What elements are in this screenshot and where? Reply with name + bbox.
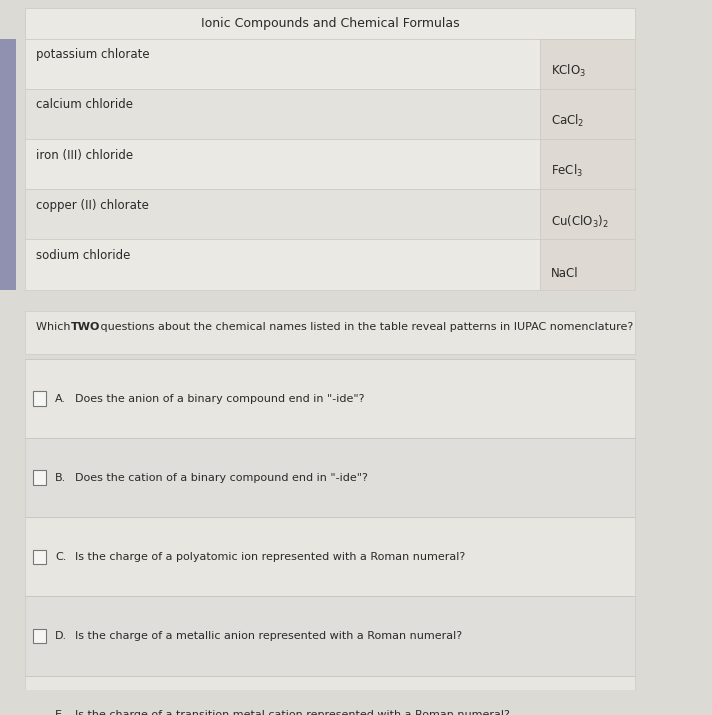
Text: FeCl$_3$: FeCl$_3$ (551, 164, 583, 179)
Bar (540, 189, 635, 240)
Bar (540, 240, 635, 290)
Bar (33, 550, 46, 564)
Bar (26, 596, 635, 676)
Bar (26, 359, 635, 438)
Text: KClO$_3$: KClO$_3$ (551, 63, 586, 79)
Text: E.: E. (56, 710, 66, 715)
Bar (540, 39, 635, 89)
Text: CaCl$_2$: CaCl$_2$ (551, 113, 585, 129)
Bar (0, 39, 16, 290)
Text: Is the charge of a transition metal cation represented with a Roman numeral?: Is the charge of a transition metal cati… (75, 710, 510, 715)
Bar (33, 391, 46, 406)
Text: NaCl: NaCl (551, 267, 579, 280)
Text: C.: C. (56, 552, 67, 562)
Text: Cu(ClO$_3$)$_2$: Cu(ClO$_3$)$_2$ (551, 214, 609, 230)
Text: iron (III) chloride: iron (III) chloride (36, 149, 133, 162)
Text: Is the charge of a metallic anion represented with a Roman numeral?: Is the charge of a metallic anion repres… (75, 631, 462, 641)
Bar (26, 89, 540, 139)
Text: Ionic Compounds and Chemical Formulas: Ionic Compounds and Chemical Formulas (201, 16, 460, 29)
Text: questions about the chemical names listed in the table reveal patterns in IUPAC : questions about the chemical names liste… (97, 322, 634, 332)
Text: copper (II) chlorate: copper (II) chlorate (36, 199, 149, 212)
Bar (33, 708, 46, 715)
Bar (26, 8, 635, 39)
Text: B.: B. (56, 473, 66, 483)
Text: Which: Which (36, 322, 74, 332)
Bar (26, 189, 540, 240)
Bar (540, 139, 635, 189)
Bar (26, 240, 540, 290)
Text: D.: D. (56, 631, 68, 641)
Text: potassium chlorate: potassium chlorate (36, 48, 150, 61)
Text: Does the anion of a binary compound end in "-ide"?: Does the anion of a binary compound end … (75, 393, 365, 403)
Bar (540, 89, 635, 139)
Text: calcium chloride: calcium chloride (36, 99, 133, 112)
Bar (26, 311, 635, 354)
Text: Is the charge of a polyatomic ion represented with a Roman numeral?: Is the charge of a polyatomic ion repres… (75, 552, 466, 562)
Text: Does the cation of a binary compound end in "-ide"?: Does the cation of a binary compound end… (75, 473, 368, 483)
Text: sodium chloride: sodium chloride (36, 249, 130, 262)
Text: TWO: TWO (70, 322, 100, 332)
Bar (26, 438, 635, 517)
Bar (26, 676, 635, 715)
Bar (26, 517, 635, 596)
Bar (26, 39, 540, 89)
Text: A.: A. (56, 393, 66, 403)
Bar (33, 628, 46, 644)
Bar (33, 470, 46, 485)
Bar (26, 139, 540, 189)
